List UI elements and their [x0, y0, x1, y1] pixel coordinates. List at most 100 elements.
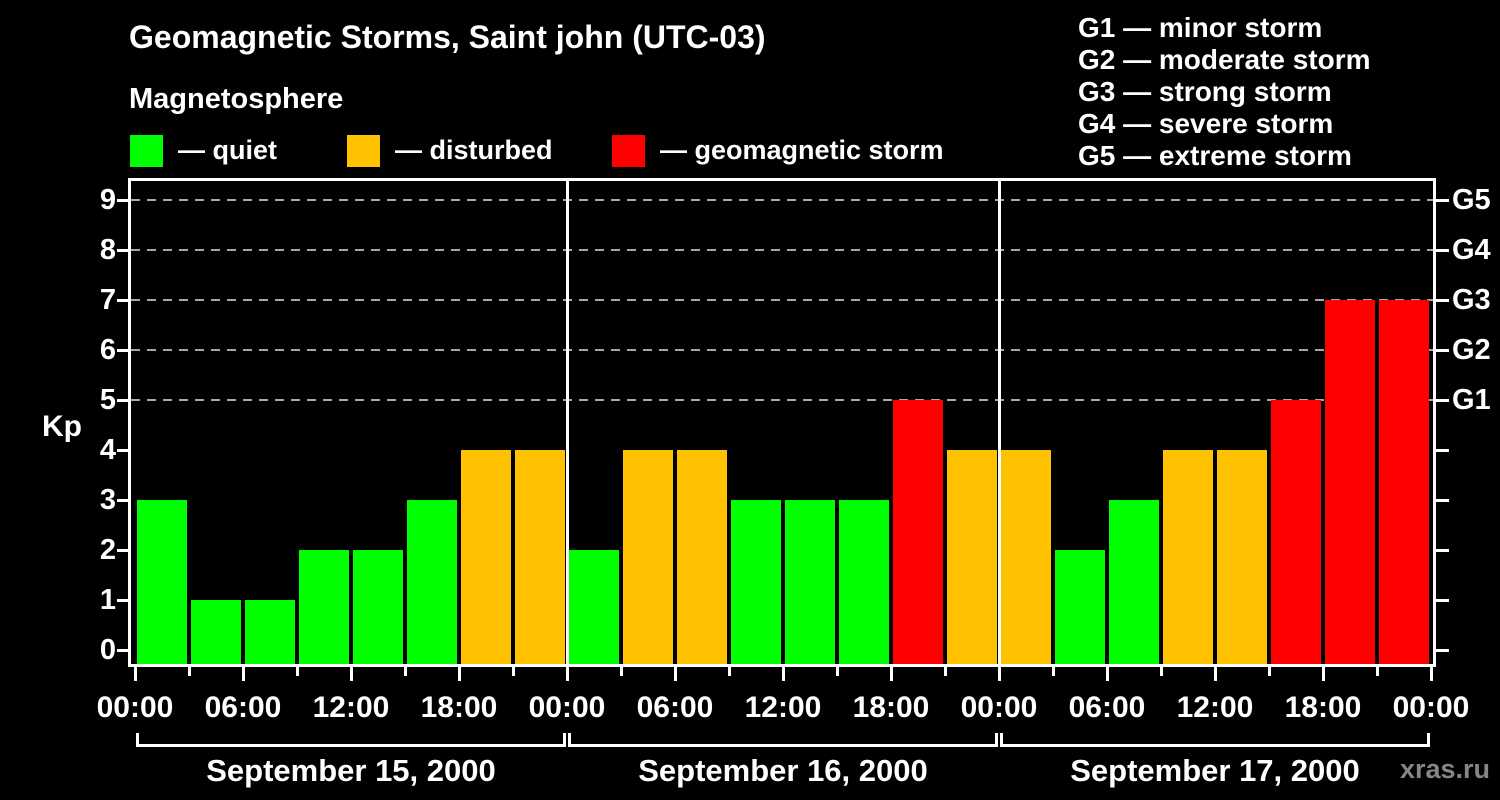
kp-bar-day3-h6 — [1109, 500, 1159, 664]
x-tick — [997, 667, 1001, 681]
x-tick-label: 00:00 — [528, 691, 606, 724]
kp-bar-day2-h21 — [947, 450, 997, 664]
kp-bar-day2-h6 — [677, 450, 727, 664]
kp-bar-day3-h3 — [1055, 550, 1105, 664]
y-tick-label: 2 — [99, 534, 116, 566]
kp-bar-day2-h9 — [731, 500, 781, 664]
date-label: September 17, 2000 — [1070, 753, 1360, 788]
y-tick-label: 1 — [99, 584, 116, 616]
y-tick-label: 3 — [99, 484, 116, 516]
day-bracket — [136, 733, 566, 747]
y-tick-left — [117, 298, 130, 302]
gridline-kp8 — [131, 249, 1433, 251]
y-tick-left — [117, 648, 130, 652]
watermark: xras.ru — [1399, 754, 1490, 784]
g-scale-legend-line-2: G2 — moderate storm — [1078, 44, 1371, 75]
page-title: Geomagnetic Storms, Saint john (UTC-03) — [129, 19, 766, 55]
quiet-color-swatch — [130, 134, 163, 167]
kp-bar-day2-h3 — [623, 450, 673, 664]
legend-label-disturbed: — disturbed — [395, 135, 553, 165]
kp-bar-day1-h21 — [515, 450, 565, 664]
legend-item-storm: — geomagnetic storm — [612, 134, 944, 167]
y-tick-label: 9 — [99, 184, 116, 216]
x-tick — [1429, 667, 1433, 681]
y-tick-label: 0 — [99, 634, 116, 666]
y-tick-label: 5 — [99, 384, 116, 416]
x-tick — [1105, 667, 1109, 681]
x-tick — [1321, 667, 1325, 681]
x-tick — [295, 667, 299, 676]
y-axis-title: Kp — [42, 410, 82, 443]
x-tick — [133, 667, 137, 681]
x-tick-label: 18:00 — [420, 691, 498, 724]
x-tick — [349, 667, 353, 681]
kp-bar-day3-h9 — [1163, 450, 1213, 664]
kp-bar-day1-h12 — [353, 550, 403, 664]
g-axis-label-G5: G5 — [1452, 184, 1491, 216]
x-tick — [943, 667, 947, 676]
x-tick — [1375, 667, 1379, 676]
x-tick-label: 12:00 — [312, 691, 390, 724]
x-tick — [835, 667, 839, 676]
y-tick-left — [117, 548, 130, 552]
x-tick — [457, 667, 461, 681]
y-tick-right — [1436, 398, 1449, 402]
kp-bar-day3-h18 — [1325, 300, 1375, 664]
y-tick-left — [117, 398, 130, 402]
g-scale-legend-line-5: G5 — extreme storm — [1078, 140, 1352, 171]
day-separator — [997, 181, 1001, 665]
kp-bar-day3-h21 — [1379, 300, 1429, 664]
day-bracket — [1000, 733, 1430, 747]
y-tick-right — [1436, 198, 1449, 202]
gridline-kp7 — [131, 299, 1433, 301]
y-tick-right — [1436, 598, 1449, 602]
legend-label-quiet: — quiet — [178, 135, 277, 165]
y-tick-label: 8 — [99, 234, 116, 266]
g-axis-label-G1: G1 — [1452, 384, 1491, 416]
x-tick-label: 18:00 — [852, 691, 930, 724]
gridline-kp6 — [131, 349, 1433, 351]
x-tick — [673, 667, 677, 681]
x-tick — [1267, 667, 1271, 676]
y-tick-left — [117, 448, 130, 452]
x-tick — [1159, 667, 1163, 676]
g-axis-label-G3: G3 — [1452, 284, 1491, 316]
kp-bar-day1-h15 — [407, 500, 457, 664]
x-tick — [781, 667, 785, 681]
kp-bar-day1-h18 — [461, 450, 511, 664]
x-tick-label: 00:00 — [96, 691, 174, 724]
y-tick-label: 7 — [99, 284, 116, 316]
x-tick — [403, 667, 407, 676]
y-tick-right — [1436, 648, 1449, 652]
day-bracket — [568, 733, 998, 747]
legend-item-quiet: — quiet — [130, 134, 277, 167]
storm-color-swatch — [612, 134, 645, 167]
g-scale-legend-line-4: G4 — severe storm — [1078, 108, 1334, 139]
date-label: September 16, 2000 — [638, 753, 928, 788]
x-tick-label: 06:00 — [204, 691, 282, 724]
x-tick-label: 00:00 — [1392, 691, 1470, 724]
x-tick — [619, 667, 623, 676]
kp-bar-day3-h0 — [1001, 450, 1051, 664]
magnetosphere-label: Magnetosphere — [129, 83, 344, 115]
x-tick — [889, 667, 893, 681]
y-tick-left — [117, 248, 130, 252]
gridline-kp5 — [131, 399, 1433, 401]
kp-bar-day1-h6 — [245, 600, 295, 664]
kp-bar-day3-h15 — [1271, 400, 1321, 664]
y-tick-right — [1436, 248, 1449, 252]
x-tick — [1213, 667, 1217, 681]
x-tick — [187, 667, 191, 676]
g-scale-legend: G1 — minor storm G2 — moderate storm G3 — … — [1078, 12, 1371, 172]
x-tick — [511, 667, 515, 676]
date-label: September 15, 2000 — [206, 753, 496, 788]
y-tick-right — [1436, 498, 1449, 502]
x-tick-label: 00:00 — [960, 691, 1038, 724]
x-tick-label: 12:00 — [1176, 691, 1254, 724]
y-tick-left — [117, 348, 130, 352]
y-tick-right — [1436, 348, 1449, 352]
kp-bar-day3-h12 — [1217, 450, 1267, 664]
y-tick-label: 6 — [99, 334, 116, 366]
